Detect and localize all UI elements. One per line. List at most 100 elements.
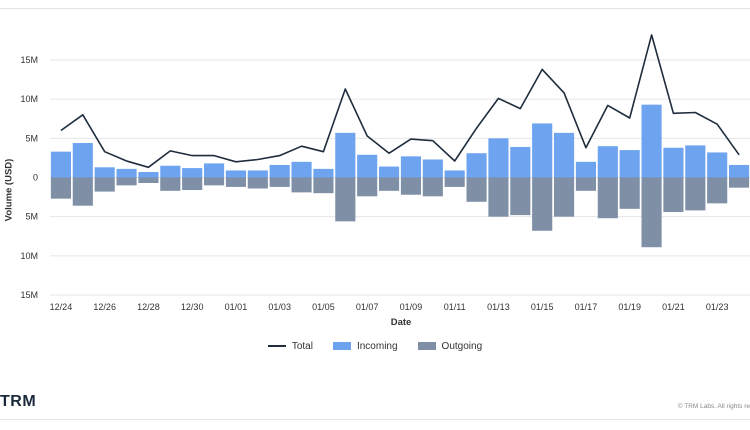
incoming-bar <box>335 132 356 178</box>
total-line <box>60 34 740 169</box>
outgoing-bar <box>225 177 246 187</box>
legend-swatch-outgoing <box>417 342 436 350</box>
outgoing-bar <box>575 177 596 191</box>
outgoing-bar <box>357 177 378 197</box>
outgoing-bar <box>685 177 706 211</box>
y-tick-label: 0 <box>33 173 38 183</box>
x-tick-label: 01/03 <box>268 302 291 312</box>
outgoing-bar <box>641 177 662 248</box>
incoming-bar <box>225 170 246 178</box>
y-axis-ticks: 15M 10M 5M 0 5M 10M 15M <box>20 55 38 300</box>
outgoing-bar <box>379 177 400 191</box>
incoming-bar <box>619 150 640 178</box>
y-axis-title: Volume (USD) <box>4 159 15 222</box>
legend-item-outgoing: Outgoing <box>417 340 483 352</box>
x-tick-label: 01/13 <box>487 302 510 312</box>
incoming-bar <box>488 138 509 178</box>
incoming-bar <box>116 168 137 178</box>
x-tick-label: 01/17 <box>575 302 598 312</box>
incoming-bar <box>72 143 93 178</box>
outgoing-bar <box>510 177 531 216</box>
outgoing-bar <box>532 177 553 231</box>
outgoing-bar <box>663 177 684 212</box>
incoming-bar <box>641 104 662 178</box>
outgoing-bar <box>72 177 93 206</box>
outgoing-bar <box>50 177 71 199</box>
incoming-bar <box>138 172 159 178</box>
incoming-bar <box>685 145 706 178</box>
x-tick-label: 01/15 <box>531 302 554 312</box>
incoming-bar <box>357 154 378 178</box>
incoming-bar <box>422 159 443 178</box>
incoming-bar <box>182 168 203 178</box>
outgoing-bar <box>94 177 115 192</box>
x-axis-ticks: 12/24 12/26 12/28 12/30 01/01 01/03 01/05 01/07… <box>50 302 729 312</box>
x-tick-label: 01/01 <box>225 302 248 312</box>
incoming-bar <box>160 165 181 178</box>
outgoing-bar <box>554 177 575 217</box>
outgoing-bar <box>313 177 334 194</box>
incoming-bar <box>94 167 115 178</box>
x-tick-label: 01/09 <box>400 302 423 312</box>
legend-label-incoming: Incoming <box>356 340 398 352</box>
outgoing-bar <box>400 177 421 195</box>
incoming-bar <box>554 132 575 178</box>
outgoing-bar <box>729 177 750 188</box>
y-tick-label: 15M <box>20 55 38 65</box>
x-tick-label: 01/05 <box>312 302 335 312</box>
incoming-bar <box>663 147 684 178</box>
incoming-bar <box>204 163 225 178</box>
outgoing-bar <box>182 177 203 191</box>
legend-swatch-incoming <box>332 342 351 350</box>
outgoing-bar <box>335 177 356 222</box>
incoming-bar <box>707 152 728 178</box>
x-tick-label: 01/07 <box>356 302 379 312</box>
y-tick-label: 5M <box>25 212 38 222</box>
outgoing-bar <box>138 177 159 183</box>
outgoing-bar <box>116 177 137 186</box>
outgoing-bar <box>619 177 640 209</box>
x-tick-label: 01/23 <box>706 302 729 312</box>
outgoing-bar <box>707 177 728 204</box>
incoming-bar <box>400 156 421 178</box>
bars <box>50 104 750 248</box>
x-axis-title: Date <box>391 317 412 328</box>
x-tick-label: 01/11 <box>444 302 466 312</box>
legend-label-outgoing: Outgoing <box>441 340 483 352</box>
top-divider <box>0 8 750 9</box>
outgoing-bar <box>160 177 181 191</box>
x-tick-label: 01/19 <box>618 302 641 312</box>
trm-logo: TRM <box>0 393 37 410</box>
outgoing-bar <box>466 177 487 202</box>
incoming-bar <box>532 123 553 178</box>
x-tick-label: 12/30 <box>181 302 204 312</box>
x-tick-label: 12/24 <box>50 302 73 312</box>
incoming-bar <box>50 151 71 178</box>
incoming-bar <box>575 161 596 178</box>
legend-item-total: Total <box>267 341 313 352</box>
incoming-bar <box>291 161 312 178</box>
legend: Total Incoming Outgoing <box>0 338 750 354</box>
outgoing-bar <box>422 177 443 197</box>
y-tick-label: 10M <box>20 94 38 104</box>
x-tick-label: 12/26 <box>93 302 116 312</box>
outgoing-bar <box>247 177 268 189</box>
incoming-bar <box>466 153 487 178</box>
incoming-bar <box>729 164 750 178</box>
incoming-bar <box>510 146 531 178</box>
outgoing-bar <box>291 177 312 193</box>
incoming-bar <box>247 170 268 178</box>
outgoing-bar <box>269 177 290 187</box>
total-series-line <box>60 34 740 169</box>
incoming-bar <box>269 164 290 178</box>
outgoing-bar <box>204 177 225 186</box>
incoming-bar <box>379 166 400 178</box>
outgoing-bar <box>488 177 509 217</box>
x-tick-label: 12/28 <box>137 302 160 312</box>
copyright-text: © TRM Labs. All rights re <box>677 403 750 410</box>
outgoing-bar <box>597 177 618 219</box>
incoming-bar <box>444 170 465 178</box>
y-tick-label: 5M <box>25 133 38 143</box>
legend-swatch-total <box>267 345 286 347</box>
bottom-divider <box>0 419 750 420</box>
